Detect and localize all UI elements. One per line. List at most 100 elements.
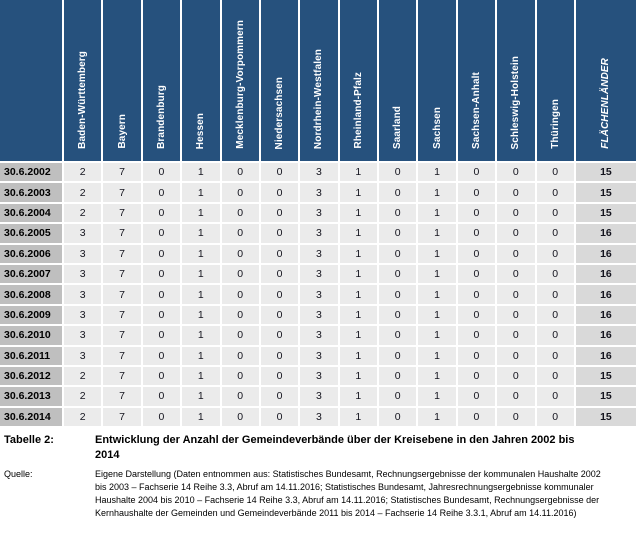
value-cell: 3 xyxy=(64,285,104,306)
value-cell: 1 xyxy=(418,305,458,327)
value-cell: 2 xyxy=(64,387,104,408)
row-label: 30.6.2002 xyxy=(0,163,64,184)
value-cell: 0 xyxy=(536,224,576,245)
value-cell: 1 xyxy=(339,224,379,245)
value-cell: 0 xyxy=(536,264,576,286)
value-cell: 0 xyxy=(221,366,261,388)
value-cell: 0 xyxy=(221,244,261,265)
value-cell: 0 xyxy=(497,224,537,245)
value-cell: 0 xyxy=(536,407,576,429)
row-label: 30.6.2014 xyxy=(0,407,64,429)
value-cell: 0 xyxy=(260,264,301,286)
value-cell: 1 xyxy=(182,224,222,245)
value-cell: 0 xyxy=(536,183,576,204)
value-cell: 1 xyxy=(418,387,458,408)
value-cell: 3 xyxy=(300,183,340,204)
value-cell: 0 xyxy=(221,305,261,327)
table-header: Baden-Württemberg Bayern Brandenburg Hessen… xyxy=(0,0,636,163)
value-cell: 0 xyxy=(221,264,261,286)
total-cell: 15 xyxy=(575,163,636,184)
total-cell: 15 xyxy=(575,366,636,388)
value-cell: 1 xyxy=(339,326,379,347)
header-row: Baden-Württemberg Bayern Brandenburg Hessen… xyxy=(0,0,636,163)
column-header-label: Brandenburg xyxy=(155,85,167,149)
column-header-baden-w-rttemberg: Baden-Württemberg xyxy=(64,0,104,163)
value-cell: 3 xyxy=(300,326,340,347)
row-label: 30.6.2006 xyxy=(0,244,64,265)
source-text: Eigene Darstellung (Daten entnommen aus:… xyxy=(95,469,601,519)
value-cell: 1 xyxy=(339,285,379,306)
value-cell: 0 xyxy=(260,326,301,347)
total-cell: 16 xyxy=(575,224,636,245)
row-label: 30.6.2012 xyxy=(0,366,64,388)
value-cell: 0 xyxy=(379,326,419,347)
value-cell: 3 xyxy=(300,163,340,184)
value-cell: 0 xyxy=(260,407,301,429)
value-cell: 0 xyxy=(379,305,419,327)
value-cell: 0 xyxy=(379,264,419,286)
value-cell: 0 xyxy=(142,244,183,265)
value-cell: 0 xyxy=(457,326,498,347)
value-cell: 0 xyxy=(497,346,537,367)
value-cell: 3 xyxy=(64,346,104,367)
value-cell: 3 xyxy=(300,305,340,327)
value-cell: 0 xyxy=(379,387,419,408)
value-cell: 7 xyxy=(103,366,143,388)
value-cell: 0 xyxy=(536,163,576,184)
table-row: 30.6.2009 3 7 0 1 0 0 3 1 0 1 0 0 0 16 xyxy=(0,305,636,327)
value-cell: 0 xyxy=(260,203,301,225)
value-cell: 0 xyxy=(142,346,183,367)
table-row: 30.6.2011 3 7 0 1 0 0 3 1 0 1 0 0 0 16 xyxy=(0,346,636,367)
corner-cell xyxy=(0,0,64,163)
table-row: 30.6.2010 3 7 0 1 0 0 3 1 0 1 0 0 0 16 xyxy=(0,326,636,347)
value-cell: 0 xyxy=(536,326,576,347)
value-cell: 1 xyxy=(182,387,222,408)
value-cell: 0 xyxy=(457,305,498,327)
value-cell: 0 xyxy=(260,244,301,265)
value-cell: 1 xyxy=(339,366,379,388)
column-header-th-ringen: Thüringen xyxy=(536,0,576,163)
value-cell: 0 xyxy=(142,366,183,388)
value-cell: 0 xyxy=(142,163,183,184)
value-cell: 1 xyxy=(339,305,379,327)
column-header-mecklenburg-vorpommern: Mecklenburg-Vorpommern xyxy=(221,0,261,163)
value-cell: 0 xyxy=(457,407,498,429)
value-cell: 0 xyxy=(497,366,537,388)
table-row: 30.6.2006 3 7 0 1 0 0 3 1 0 1 0 0 0 16 xyxy=(0,244,636,265)
value-cell: 0 xyxy=(379,203,419,225)
value-cell: 0 xyxy=(260,387,301,408)
value-cell: 7 xyxy=(103,285,143,306)
column-header-saarland: Saarland xyxy=(379,0,419,163)
value-cell: 1 xyxy=(418,244,458,265)
value-cell: 1 xyxy=(418,366,458,388)
value-cell: 3 xyxy=(64,244,104,265)
column-header-bayern: Bayern xyxy=(103,0,143,163)
column-header-label: Schleswig-Holstein xyxy=(510,55,522,150)
value-cell: 3 xyxy=(300,366,340,388)
value-cell: 0 xyxy=(142,326,183,347)
value-cell: 0 xyxy=(536,305,576,327)
value-cell: 0 xyxy=(457,163,498,184)
column-header-label: Mecklenburg-Vorpommern xyxy=(234,20,246,149)
value-cell: 7 xyxy=(103,346,143,367)
row-label: 30.6.2013 xyxy=(0,387,64,408)
column-header-label: Nordrhein-Westfalen xyxy=(313,48,325,149)
row-label: 30.6.2004 xyxy=(0,203,64,225)
value-cell: 0 xyxy=(536,285,576,306)
value-cell: 0 xyxy=(221,387,261,408)
value-cell: 1 xyxy=(182,285,222,306)
value-cell: 0 xyxy=(142,183,183,204)
row-label: 30.6.2010 xyxy=(0,326,64,347)
value-cell: 0 xyxy=(221,203,261,225)
value-cell: 1 xyxy=(182,203,222,225)
value-cell: 3 xyxy=(300,203,340,225)
value-cell: 1 xyxy=(339,203,379,225)
value-cell: 3 xyxy=(64,326,104,347)
value-cell: 3 xyxy=(300,285,340,306)
value-cell: 0 xyxy=(457,244,498,265)
total-cell: 16 xyxy=(575,244,636,265)
row-label: 30.6.2011 xyxy=(0,346,64,367)
value-cell: 1 xyxy=(339,163,379,184)
value-cell: 1 xyxy=(339,264,379,286)
source-label: Quelle: xyxy=(4,469,33,480)
